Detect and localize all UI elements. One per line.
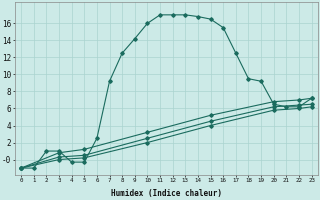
X-axis label: Humidex (Indice chaleur): Humidex (Indice chaleur)	[111, 189, 222, 198]
